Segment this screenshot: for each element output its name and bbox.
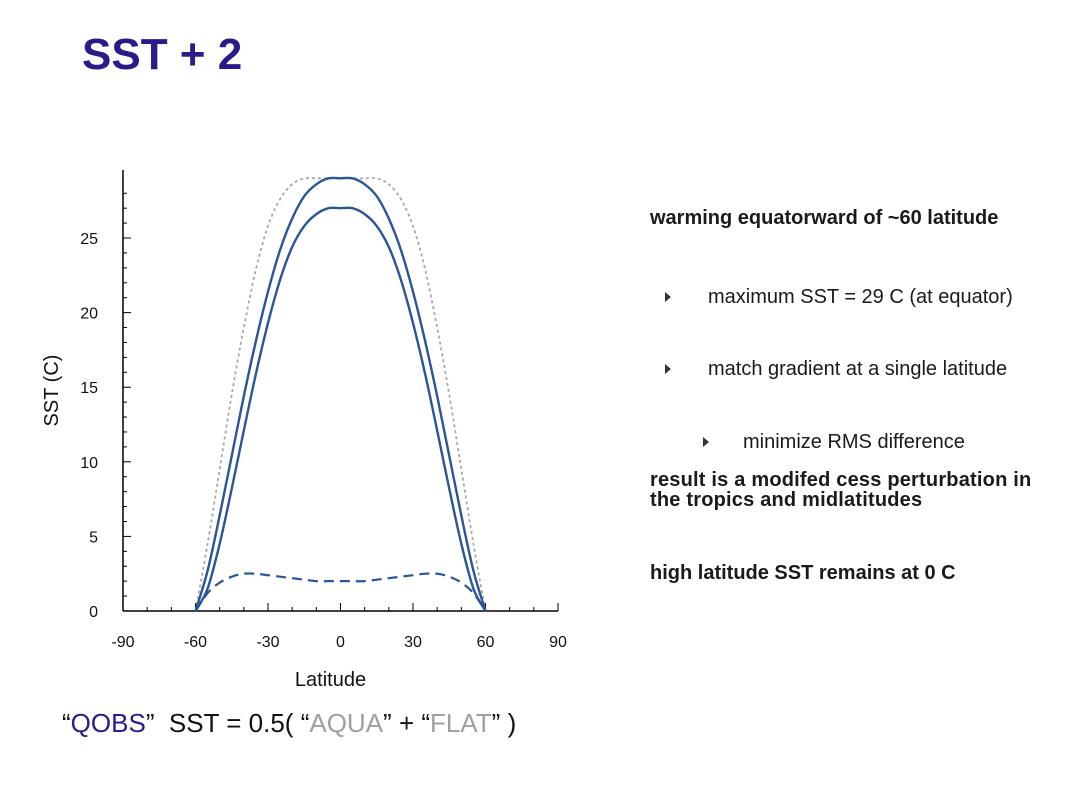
y-tick-label: 0 [89, 604, 98, 621]
formula-caption: “QOBS” SST = 0.5( “AQUA” + “FLAT” ) [62, 708, 516, 739]
note-paragraph-3: high latitude SST remains at 0 C [650, 562, 956, 584]
flat-label: FLAT [430, 708, 492, 738]
quote-mark: “ [300, 708, 310, 738]
formula-equation: SST = 0.5( [154, 708, 301, 738]
quote-mark: “ [62, 708, 71, 738]
formula-end: ) [500, 708, 517, 738]
quote-mark: “ [421, 708, 431, 738]
y-tick-label: 20 [80, 306, 98, 323]
bullet-arrow-icon [665, 292, 671, 302]
y-tick-label: 10 [80, 455, 98, 472]
series-line-blue-dashed [194, 572, 487, 612]
quote-mark: ” [383, 708, 392, 738]
y-tick-label: 25 [80, 231, 98, 248]
series-line-blue-solid [194, 176, 487, 612]
x-tick-label: 60 [477, 634, 495, 651]
x-axis-label: Latitude [295, 669, 366, 691]
note-paragraph-1: warming equatorward of ~60 latitude [650, 207, 999, 229]
note-bullet-2: match gradient at a single latitude [708, 358, 1008, 380]
qobs-label: QOBS [70, 708, 146, 738]
note-bullet-1: maximum SST = 29 C (at equator) [708, 286, 1013, 308]
x-tick-label: -60 [184, 634, 207, 651]
y-tick-label: 5 [89, 529, 98, 546]
x-tick-label: 0 [336, 634, 345, 651]
sub-bullet-arrow-icon [703, 437, 709, 447]
note-sub-bullet-1: minimize RMS difference [743, 431, 965, 453]
bullet-arrow-icon [665, 364, 671, 374]
series-line-gray-dotted [194, 176, 487, 612]
x-tick-label: -30 [256, 634, 279, 651]
aqua-label: AQUA [309, 708, 384, 738]
quote-mark: ” [145, 708, 155, 738]
page-title: SST + 2 [82, 30, 243, 79]
y-tick-label: 15 [80, 380, 98, 397]
formula-plus: + [391, 708, 422, 738]
x-tick-label: 90 [549, 634, 567, 651]
note-paragraph-2: result is a modifed cess perturbation in… [650, 469, 1032, 511]
series-line-blue-solid [194, 206, 487, 612]
x-tick-label: -90 [111, 634, 134, 651]
y-axis-label: SST (C) [41, 355, 63, 427]
quote-mark: ” [491, 708, 501, 738]
x-tick-label: 30 [404, 634, 422, 651]
